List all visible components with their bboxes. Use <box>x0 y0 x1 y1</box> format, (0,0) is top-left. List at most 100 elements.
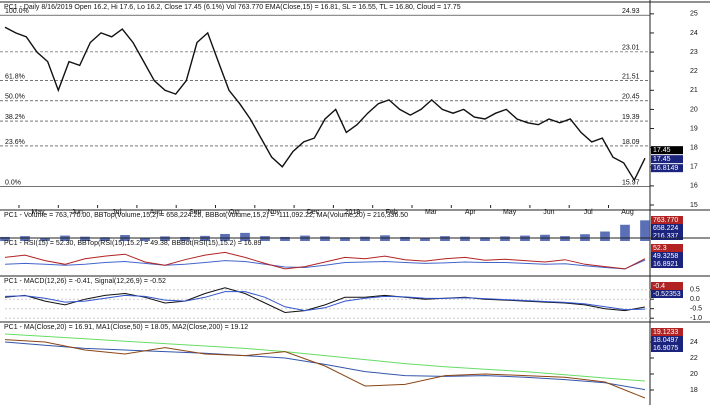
volume-bar <box>240 232 250 241</box>
y-tick-label: 22 <box>690 68 698 75</box>
x-tick-label: Jul <box>584 209 593 216</box>
y-tick-label: -0.5 <box>690 306 702 313</box>
volume-bar <box>320 236 330 241</box>
x-tick-label: Aug <box>150 209 163 216</box>
series-line <box>4 291 646 312</box>
side-box <box>651 282 683 290</box>
volume-bar <box>620 224 630 241</box>
y-tick-label: 19 <box>690 125 698 132</box>
price-label: 17.45 <box>653 147 671 154</box>
volume-bar <box>480 237 490 241</box>
side-box <box>651 244 683 252</box>
price-label: 17.45 <box>653 156 671 163</box>
fib-label: 50.0% <box>5 94 25 101</box>
volume-bar <box>440 236 450 241</box>
x-tick-label: Mar <box>425 209 438 216</box>
side-box <box>651 224 683 232</box>
series-line <box>4 339 646 399</box>
side-box <box>651 344 683 352</box>
y-tick-label: 20 <box>690 371 698 378</box>
volume-bar <box>160 236 170 241</box>
fib-label: 38.2% <box>5 114 25 121</box>
fib-value: 21.51 <box>622 73 640 80</box>
side-label: 16.9075 <box>653 345 678 352</box>
y-tick-label: 20 <box>690 106 698 113</box>
x-tick-label: Jul <box>112 209 121 216</box>
panel-title: PC1 - MA(Close,20) = 16.91, MA1(Close,50… <box>4 324 248 331</box>
fib-value: 20.45 <box>622 94 640 101</box>
panel-title: PC1 - Daily 8/16/2019 Open 16.2, Hi 17.6… <box>4 4 461 11</box>
side-box <box>651 336 683 344</box>
volume-bar <box>280 236 290 241</box>
series-line <box>4 341 646 391</box>
fib-value: 18.09 <box>622 139 640 146</box>
y-tick-label: 15 <box>690 202 698 209</box>
side-label: 216.337 <box>653 233 678 240</box>
level-value: 23.01 <box>622 45 640 52</box>
panel-title: PC1 - Volume = 763,770.00, BBTop(Volume,… <box>4 212 408 219</box>
side-label: 16.8921 <box>653 261 678 268</box>
x-tick-label: Sep <box>189 209 202 216</box>
price-box <box>651 146 683 155</box>
volume-bar <box>40 237 50 241</box>
fib-label: 23.6% <box>5 139 25 146</box>
x-tick-label: Nov <box>268 209 281 216</box>
side-label: 18.0497 <box>653 337 678 344</box>
y-tick-label: 22 <box>690 355 698 362</box>
side-label: 49.3258 <box>653 253 678 260</box>
y-tick-label: 24 <box>690 30 698 37</box>
side-box <box>651 328 683 336</box>
volume-bar <box>600 231 610 241</box>
series-line <box>4 333 646 382</box>
volume-bar <box>140 237 150 241</box>
side-box <box>651 260 683 268</box>
y-tick-label: 21 <box>690 87 698 94</box>
fib-value: 24.93 <box>622 8 640 15</box>
series-line <box>4 26 646 182</box>
x-tick-label: Oct <box>229 209 240 216</box>
fib-value: 19.39 <box>622 114 640 121</box>
volume-bar <box>100 237 110 241</box>
volume-bar <box>500 236 510 241</box>
fib-label: 61.8% <box>5 73 25 80</box>
x-tick-label: Jun <box>72 209 83 216</box>
volume-bar <box>80 236 90 241</box>
volume-bar <box>180 236 190 241</box>
side-box <box>651 290 683 298</box>
y-tick-label: 0.5 <box>690 287 700 294</box>
x-tick-label: 2019 <box>345 209 361 216</box>
x-tick-label: Apr <box>465 209 477 216</box>
volume-bar <box>340 237 350 241</box>
side-label: 763.770 <box>653 217 678 224</box>
x-tick-label: Feb <box>386 209 398 216</box>
volume-bar <box>20 236 30 241</box>
volume-bar <box>420 237 430 241</box>
price-box <box>651 164 683 173</box>
fib-label: 0.0% <box>5 179 21 186</box>
panel-title: PC1 - MACD(12,26) = -0.41, Signal(12,26,… <box>4 278 166 285</box>
side-box <box>651 232 683 240</box>
y-tick-label: 0.0 <box>690 296 700 303</box>
volume-bar <box>360 236 370 241</box>
volume-bar <box>560 236 570 241</box>
price-label: 16.8149 <box>653 165 678 172</box>
y-tick-label: -1.0 <box>690 315 702 322</box>
volume-bar <box>640 220 650 241</box>
side-label: -0.4 <box>653 283 665 290</box>
side-label: 52.3 <box>653 245 667 252</box>
side-box <box>651 216 683 224</box>
y-tick-label: 23 <box>690 49 698 56</box>
series-line <box>4 259 646 270</box>
y-tick-label: 24 <box>690 339 698 346</box>
y-tick-label: 18 <box>690 144 698 151</box>
y-tick-label: 17 <box>690 164 698 171</box>
volume-bar <box>260 236 270 241</box>
x-tick-label: Aug <box>621 209 634 216</box>
side-label: 19.1233 <box>653 329 678 336</box>
series-line <box>4 287 646 314</box>
x-tick-label: May <box>503 209 517 216</box>
volume-bar <box>220 233 230 241</box>
side-label: -0.52353 <box>653 291 681 298</box>
